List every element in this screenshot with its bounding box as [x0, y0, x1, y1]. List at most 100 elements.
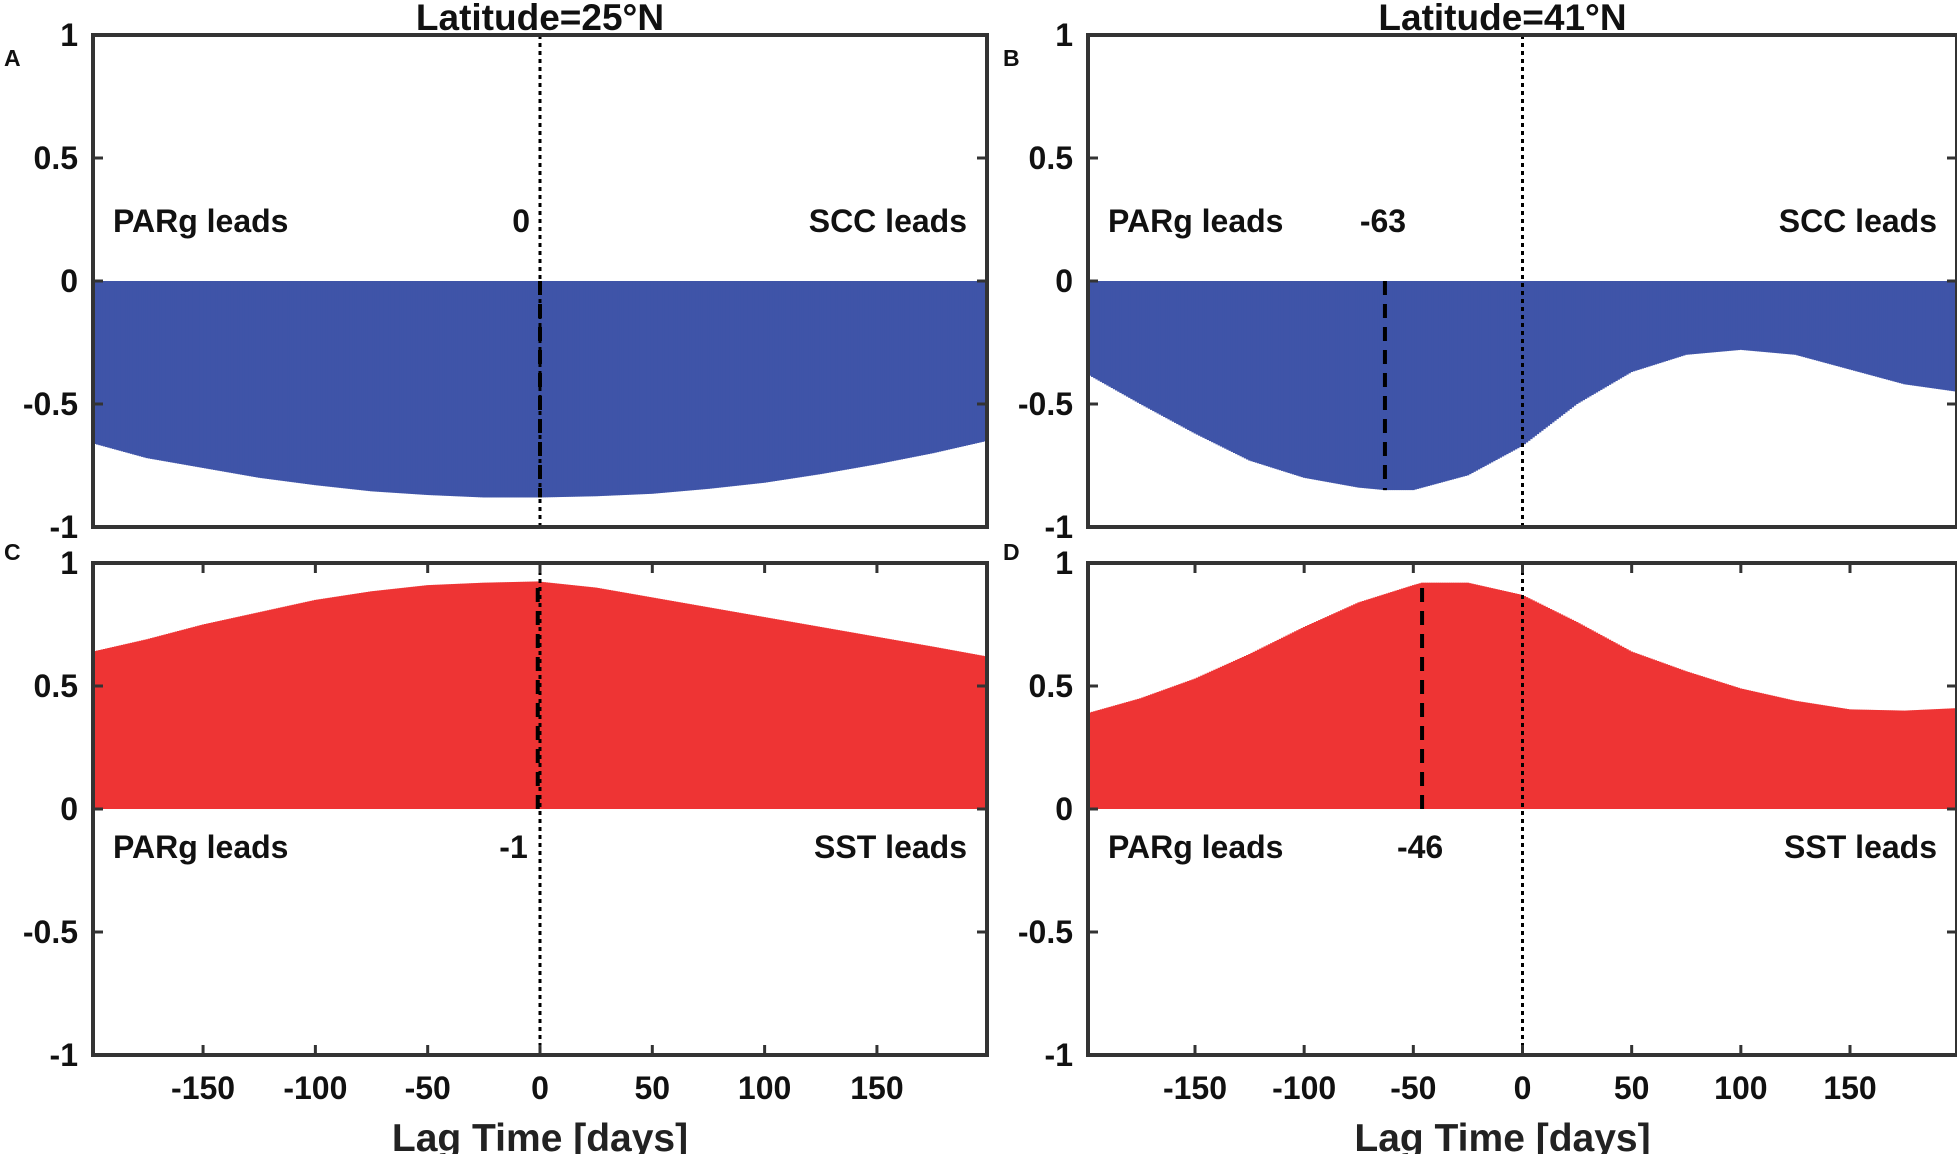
- bar: [1136, 698, 1140, 809]
- bar: [1682, 670, 1686, 809]
- bar: [500, 281, 504, 498]
- bar: [1866, 709, 1869, 809]
- bar: [1890, 710, 1893, 809]
- bar: [1724, 683, 1727, 809]
- bar: [1291, 281, 1295, 475]
- bar: [417, 586, 421, 809]
- bar: [1586, 627, 1590, 809]
- bar: [1252, 651, 1256, 809]
- bar: [168, 281, 171, 463]
- bar: [1887, 281, 1891, 381]
- bar: [626, 281, 629, 495]
- x-tick-label: 0: [531, 1070, 549, 1106]
- bar: [1394, 590, 1398, 809]
- bar: [1514, 281, 1518, 450]
- bar: [520, 281, 524, 498]
- bar: [729, 611, 733, 809]
- bar: [606, 281, 609, 496]
- bar: [1796, 701, 1799, 809]
- bar: [1615, 281, 1618, 381]
- bar: [1335, 281, 1339, 484]
- bar: [862, 634, 865, 809]
- bar: [1189, 281, 1192, 432]
- bar: [314, 599, 317, 809]
- bar: [864, 634, 868, 809]
- bar: [1794, 281, 1797, 355]
- bar: [1252, 281, 1256, 462]
- bar: [1095, 710, 1099, 809]
- bar: [410, 281, 414, 494]
- bar: [1767, 694, 1771, 809]
- bar: [1918, 709, 1922, 809]
- bar: [1835, 281, 1839, 367]
- bar: [201, 281, 205, 468]
- bar: [1403, 281, 1406, 491]
- bar: [951, 650, 955, 809]
- x-tick-label: 150: [1823, 1070, 1876, 1106]
- x-tick-label: 0: [1514, 1070, 1532, 1106]
- bar: [1938, 281, 1941, 390]
- bar: [956, 651, 960, 809]
- bar: [284, 606, 288, 809]
- bar: [911, 281, 915, 458]
- bar: [1416, 583, 1420, 809]
- bar: [123, 281, 126, 452]
- bar: [1868, 281, 1871, 375]
- bar: [830, 628, 834, 809]
- bar: [1800, 281, 1804, 357]
- bar: [623, 592, 627, 809]
- bar: [1174, 685, 1177, 809]
- y-tick-label: 0.5: [1029, 140, 1073, 176]
- bar: [1901, 281, 1904, 384]
- bar: [570, 281, 573, 497]
- bar: [262, 281, 266, 479]
- bar: [293, 604, 297, 809]
- bar: [1722, 682, 1725, 809]
- bar: [1903, 281, 1906, 385]
- bar: [554, 281, 558, 498]
- bar: [731, 611, 735, 809]
- bar: [817, 626, 820, 809]
- bar: [1198, 676, 1201, 809]
- bar: [345, 281, 349, 489]
- bar: [455, 583, 459, 809]
- bar: [475, 582, 479, 809]
- bar: [761, 616, 764, 809]
- bar: [794, 622, 798, 809]
- bar: [772, 618, 775, 809]
- bar: [846, 281, 850, 470]
- bar: [738, 612, 742, 809]
- bar: [1621, 646, 1625, 809]
- bar: [844, 631, 847, 809]
- bar: [1815, 281, 1819, 361]
- bar: [1289, 633, 1293, 809]
- bar: [1470, 583, 1474, 809]
- bar: [307, 601, 311, 809]
- bar: [1291, 632, 1295, 809]
- bar: [880, 637, 883, 809]
- bar: [266, 281, 270, 479]
- peak-lag-label: -63: [1360, 203, 1406, 239]
- bar: [1149, 281, 1153, 410]
- panel-letter: C: [4, 539, 21, 565]
- annotation-right: SST leads: [814, 829, 967, 865]
- bar: [875, 281, 879, 465]
- bar: [882, 281, 886, 463]
- bar: [1503, 281, 1507, 456]
- bar: [1621, 281, 1625, 378]
- bar: [1914, 281, 1917, 386]
- bar: [1525, 597, 1529, 809]
- bar: [1558, 281, 1561, 418]
- bar: [273, 608, 277, 809]
- bar: [787, 621, 791, 809]
- bar: [581, 586, 585, 809]
- peak-lag-label: -1: [499, 829, 527, 865]
- bar: [466, 281, 470, 497]
- bar: [814, 281, 818, 475]
- bar: [392, 588, 396, 809]
- bar: [1313, 622, 1317, 809]
- bar: [531, 581, 535, 809]
- bar: [848, 281, 852, 469]
- bar: [1783, 281, 1786, 354]
- bar: [1604, 281, 1607, 388]
